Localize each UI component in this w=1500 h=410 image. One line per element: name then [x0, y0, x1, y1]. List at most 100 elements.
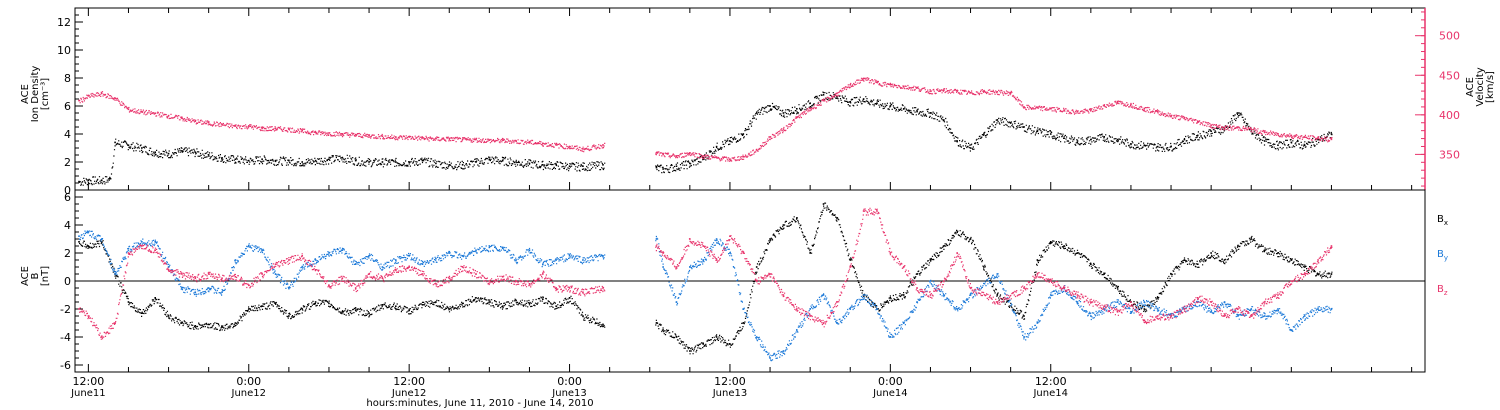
series-velocity-point-20 [341, 133, 344, 135]
series-bz-point-10 [207, 273, 210, 275]
series-velocity-point-76 [1130, 103, 1132, 106]
y-axis-title-line: [cm⁻³] [40, 78, 51, 110]
series-by-scatter [79, 230, 1333, 362]
series-bx-point-34 [528, 302, 531, 305]
series-bx-point-80 [1196, 263, 1199, 265]
series-bx-point-17 [301, 308, 304, 310]
y-tick-label: 6 [64, 191, 71, 204]
y-tick-label: 2 [64, 156, 71, 169]
series-ion-density-point-79 [1156, 145, 1159, 148]
series-bz-point-72 [1103, 305, 1106, 307]
series-bz-point-76 [1156, 315, 1159, 317]
series-ion-density-point-38 [568, 165, 571, 167]
series-ion-density-scatter [79, 91, 1333, 186]
series-by-point-37 [568, 255, 571, 257]
series-bz-point-88 [1317, 259, 1319, 261]
series-ion-density-point-77 [1130, 143, 1132, 145]
series-bx-point-24 [394, 305, 397, 307]
series-ion-density-point-6 [141, 147, 143, 149]
series-by-point-85 [1277, 308, 1279, 310]
series-by-point-0 [78, 235, 80, 237]
series-bz-point-89 [1330, 245, 1333, 247]
series-ion-density-point-23 [368, 161, 370, 163]
series-bx-point-32 [501, 305, 504, 307]
series-bx-point-2 [100, 241, 103, 243]
series-bz-point-36 [555, 287, 557, 289]
legend-base: B [1437, 284, 1444, 295]
legend-base: B [1437, 249, 1444, 260]
series-ion-density-point-5 [127, 144, 130, 146]
y-tick-label: 0 [64, 184, 71, 197]
x-tick-label-time: 12:00 [73, 375, 105, 388]
series-bx-point-0 [78, 241, 80, 243]
series-velocity-scatter [79, 77, 1333, 162]
series-bz-point-4 [127, 252, 130, 254]
legend-bx: Bx [1437, 214, 1448, 227]
series-ion-density-point-54 [822, 94, 825, 96]
series-ion-density-point-34 [515, 161, 517, 163]
series-velocity-dense-points [79, 77, 1333, 162]
series-bx-point-50 [782, 224, 785, 226]
y-axis-title: ACEIon Density[cm⁻³] [20, 66, 51, 123]
series-bz-point-51 [795, 308, 798, 310]
series-by-point-19 [328, 252, 330, 254]
series-ion-density-point-59 [889, 105, 892, 107]
series-by-point-9 [194, 291, 197, 293]
y-axis-title: ACEB[nT] [20, 266, 51, 286]
y-tick-label: 6 [64, 100, 71, 113]
right-axis-title-line: ACE [1465, 77, 1476, 97]
series-by-point-5 [141, 241, 143, 243]
series-velocity-point-91 [1330, 138, 1333, 141]
series-velocity-point-68 [1023, 106, 1025, 108]
series-bz-point-21 [354, 287, 357, 289]
legend-by: By [1437, 249, 1448, 262]
x-tick-label-time: 12:00 [1035, 375, 1067, 388]
x-tick-label-date: June12 [231, 388, 267, 399]
series-bx-point-81 [1210, 252, 1212, 254]
y-tick-label: -2 [60, 303, 71, 316]
series-bz-point-40 [655, 245, 658, 247]
series-bz-point-49 [769, 273, 771, 275]
series-bx-point-25 [408, 309, 410, 312]
series-by-point-71 [1090, 315, 1092, 317]
series-bz-point-28 [448, 277, 451, 279]
series-velocity-point-38 [582, 148, 584, 150]
series-bz-point-35 [542, 273, 544, 275]
legend-subscript: z [1444, 289, 1448, 297]
series-bz-point-84 [1263, 301, 1266, 303]
series-bx-point-12 [234, 322, 237, 324]
series-bx-point-22 [368, 312, 370, 314]
series-ion-density-point-28 [435, 162, 437, 165]
series-bx-point-38 [582, 315, 584, 317]
series-bx-point-33 [515, 299, 517, 302]
series-by-point-45 [715, 238, 718, 240]
series-bx-point-88 [1303, 266, 1306, 268]
series-by-point-32 [501, 246, 504, 249]
series-ion-density-point-44 [689, 162, 691, 165]
series-bz-point-47 [742, 252, 745, 254]
series-bz-point-9 [194, 277, 197, 279]
series-bx-point-59 [902, 294, 905, 296]
y-axis-title-line: Ion Density [30, 66, 41, 123]
series-bz-point-31 [488, 280, 491, 282]
x-tick-label-date: June12 [391, 388, 427, 399]
y-tick-label: 12 [57, 16, 71, 29]
legend-subscript: x [1444, 219, 1448, 227]
series-bz-point-7 [167, 269, 170, 271]
series-velocity-point-81 [1196, 120, 1199, 122]
series-bx-point-7 [167, 315, 170, 317]
series-bz-point-68 [1049, 280, 1052, 282]
series-velocity-point-23 [381, 135, 384, 137]
series-ion-density-point-70 [1036, 130, 1039, 132]
x-tick-label-time: 12:00 [714, 375, 746, 388]
series-velocity-point-29 [461, 138, 464, 141]
series-by-point-20 [341, 249, 344, 251]
series-bz-point-81 [1223, 315, 1226, 317]
series-ion-density-point-83 [1210, 130, 1212, 132]
series-bx-point-84 [1250, 238, 1253, 240]
series-velocity-point-40 [655, 152, 658, 154]
series-velocity-point-53 [822, 99, 825, 102]
series-ion-density-point-58 [876, 102, 878, 104]
series-bz-point-16 [288, 259, 290, 261]
series-bz-point-38 [582, 291, 584, 293]
